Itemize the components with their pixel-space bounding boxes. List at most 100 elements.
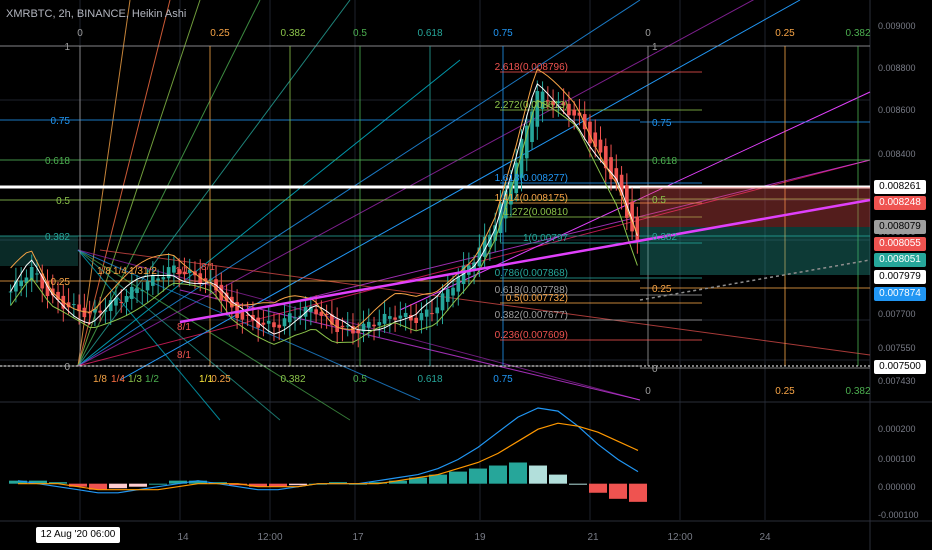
- fib-bottom-label: 1/3: [128, 374, 142, 385]
- price-axis-label: 0.007550: [878, 343, 916, 353]
- fib-bottom-label: 0.25: [211, 374, 231, 385]
- candle-body: [430, 313, 434, 315]
- fib-right-level-label: 0.75: [652, 118, 672, 129]
- candle-body: [119, 301, 124, 303]
- gann-fan-label: 8/1: [177, 350, 191, 361]
- candle-body: [224, 292, 229, 302]
- fib-bottom-label: 0.5: [353, 374, 367, 385]
- time-axis: 14 12:00 17 19 21 12:00 24: [177, 532, 771, 543]
- fan-line: [77, 0, 131, 367]
- candle-body: [519, 138, 524, 178]
- candle-body: [261, 322, 266, 325]
- candle-body: [330, 314, 334, 325]
- price-tag: 0.007500: [874, 360, 926, 374]
- candle-body: [625, 185, 629, 218]
- price-tag: 0.007979: [874, 270, 926, 284]
- candle-body: [561, 102, 566, 106]
- fan-line: [77, 249, 421, 401]
- fib-ext-label: 0.382(0.007677): [495, 310, 568, 321]
- candle-body: [493, 225, 497, 241]
- fib-ext-label: 0.786(0.007868): [495, 268, 568, 279]
- macd-histogram-bar: [109, 483, 127, 489]
- macd-histogram-bar: [549, 474, 567, 484]
- price-axis-label: 0.007430: [878, 376, 916, 386]
- candle-body: [477, 247, 482, 267]
- time-axis-label: 12:00: [667, 532, 692, 543]
- candle-body: [198, 273, 203, 284]
- candle-body: [614, 168, 619, 182]
- time-axis-label: 17: [352, 532, 364, 543]
- candle-body: [309, 306, 313, 312]
- indicator-overlays: [10, 68, 871, 345]
- macd-histogram-bar: [389, 480, 407, 484]
- price-tag: 0.008051: [874, 253, 926, 267]
- candle-body: [593, 132, 598, 147]
- price-tag: 0.008261: [874, 180, 926, 194]
- fib-ext-label: 0.618(0.007788): [495, 285, 568, 296]
- price-tag: 0.008079: [874, 220, 926, 234]
- fib-left-level-label: 0: [64, 362, 70, 373]
- fib-right-level-label: 0.5: [652, 195, 666, 206]
- trendline-main: [179, 198, 871, 324]
- gann-fan-label: 1/2: [143, 266, 157, 277]
- candle-body: [482, 236, 487, 257]
- time-axis-label: 24: [759, 532, 771, 543]
- fib-ext-label: 1.414(0.008175): [495, 193, 568, 204]
- candle-body: [66, 302, 71, 308]
- candle-body: [567, 103, 571, 116]
- time-axis-label: 21: [587, 532, 599, 543]
- fib-left-level-label: 0.618: [45, 156, 70, 167]
- macd-histogram-bar: [49, 482, 67, 484]
- fibonacci-labels: 1 0.75 0.618 0.5 0.382 0.25 0 0 0.25 0.382 0.5 0.61…: [45, 28, 871, 397]
- fib-left-level-label: 1: [64, 42, 70, 53]
- candle-body: [598, 139, 603, 153]
- macd-histogram-bar: [469, 468, 487, 484]
- fib-right-level-label: 0.382: [652, 232, 677, 243]
- candle-body: [272, 322, 276, 328]
- fib-ext-label: 1.272(0.00810: [503, 207, 568, 218]
- candle-body: [166, 267, 171, 279]
- candle-body: [24, 277, 29, 284]
- candle-body: [19, 280, 23, 287]
- fib-right-level-label: 0: [652, 364, 658, 375]
- macd-histogram-bar: [369, 482, 387, 484]
- fib-right-top-label: 0.25: [775, 28, 795, 39]
- fib-right-level-label: 0.618: [652, 156, 677, 167]
- candle-body: [35, 273, 39, 275]
- gann-fan-label: 8/1: [201, 262, 215, 273]
- fib-right-top-label: 0: [645, 28, 651, 39]
- candle-body: [635, 216, 640, 241]
- fan-line: [77, 0, 261, 367]
- candle-body: [82, 307, 87, 318]
- macd-axis-label: 0.000000: [878, 482, 916, 492]
- price-axis-label: 0.008600: [878, 105, 916, 115]
- macd-pane: 0.000200 0.000100 0.000000 -0.000100: [9, 407, 919, 520]
- fib-bottom-label: 0.382: [280, 374, 305, 385]
- candle-body: [603, 146, 608, 169]
- candle-body: [98, 310, 102, 313]
- candle-body: [129, 286, 134, 299]
- candle-body: [435, 307, 440, 314]
- fib-ext-label: 1.618(0.008277): [495, 173, 568, 184]
- macd-histogram-bar: [589, 483, 607, 493]
- candle-body: [535, 91, 540, 127]
- fan-line: [77, 59, 461, 367]
- projection-dashed: [639, 259, 871, 301]
- candle-body: [456, 276, 461, 292]
- candle-body: [87, 312, 92, 314]
- moving-average-green: [10, 99, 638, 345]
- macd-histogram-bar: [9, 480, 27, 484]
- candle-body: [461, 265, 466, 285]
- candle-body: [551, 100, 555, 106]
- candle-body: [388, 316, 392, 319]
- macd-histogram-bar: [629, 483, 647, 502]
- candle-body: [156, 278, 160, 281]
- candle-body: [372, 324, 376, 327]
- candle-body: [414, 317, 418, 324]
- candle-body: [398, 315, 403, 319]
- candle-body: [361, 323, 366, 332]
- candle-body: [514, 162, 519, 194]
